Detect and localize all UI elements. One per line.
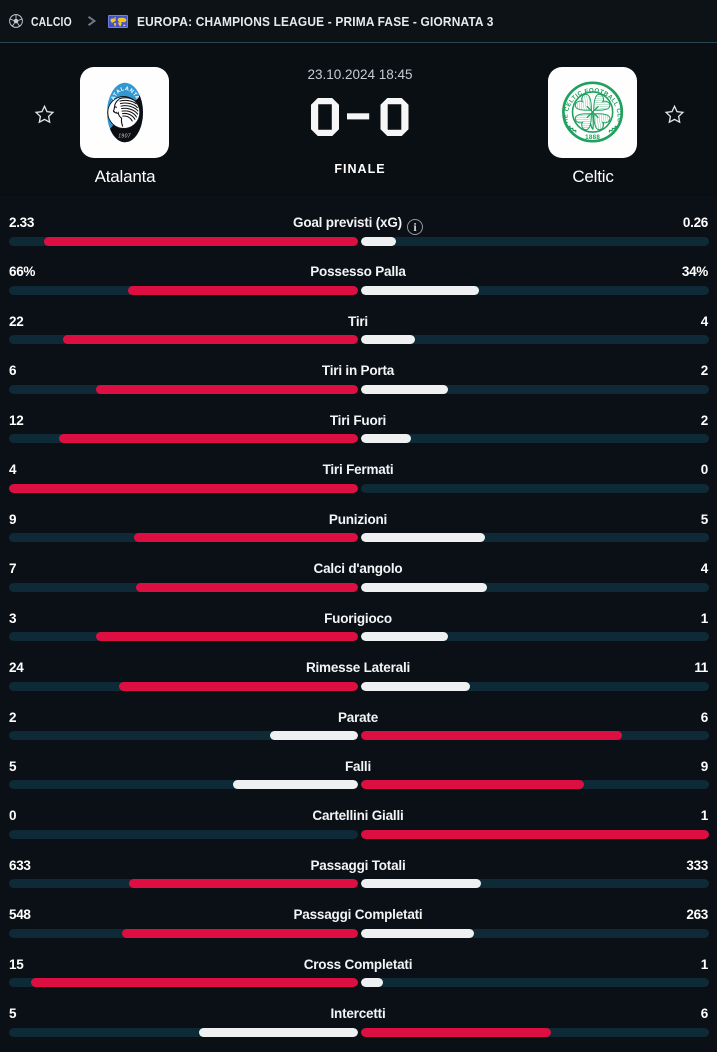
svg-text:1907: 1907 [118,133,131,139]
svg-text:1888: 1888 [585,134,600,141]
